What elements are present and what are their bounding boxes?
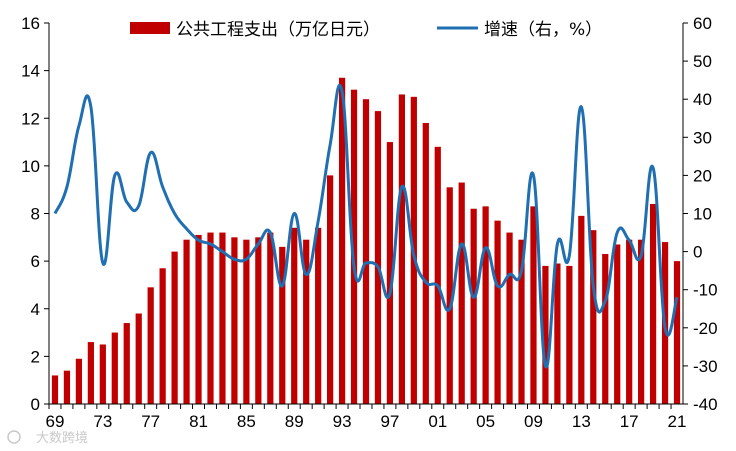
bar-1993 [338,77,346,405]
x-tick-label: 21 [668,412,687,431]
right-tick-label: 60 [693,14,712,33]
bar-1982 [207,232,214,404]
bar-2016 [614,244,621,404]
watermark-logo-icon [7,430,21,444]
bar-1986 [255,237,262,404]
x-tick-label: 13 [572,412,591,431]
x-tick-label: 01 [428,412,447,431]
bar-1997 [386,142,394,404]
bar-1991 [315,227,322,404]
bar-1970 [63,370,71,404]
bar-2003 [458,182,465,404]
right-tick-label: -20 [693,319,718,338]
bar-1977 [147,287,154,404]
line-series [53,83,679,369]
left-tick-label: 0 [31,395,40,414]
watermark: 大数跨境 [7,430,88,446]
bar-1972 [87,342,94,404]
x-axis-ticks: 69 73 77 81 85 89 93 97 01 05 09 13 17 21 [46,404,687,431]
bar-2019 [649,203,657,404]
bar-1969 [51,375,59,404]
left-tick-label: 10 [21,157,40,176]
x-tick-label: 09 [524,412,543,431]
x-tick-label: 97 [380,412,399,431]
bar-series [51,77,681,405]
right-tick-label: 10 [693,205,712,224]
right-tick-label: 50 [693,52,712,71]
bar-1973 [99,344,106,404]
bar-1995 [362,99,370,404]
bar-1996 [374,111,382,405]
bar-2021 [673,261,681,405]
bar-1980 [183,239,190,404]
bar-1998 [398,94,405,404]
x-tick-label: 77 [141,412,160,431]
legend-bar-label: 公共工程支出（万亿日元） [176,20,380,40]
bar-1984 [231,237,238,404]
bar-1978 [159,268,166,404]
x-tick-label: 81 [189,412,208,431]
right-tick-label: 30 [693,128,712,147]
bar-2014 [590,230,597,404]
x-tick-label: 89 [285,412,304,431]
bar-2011 [554,263,561,404]
bar-1990 [303,239,310,404]
right-tick-label: -30 [693,357,718,376]
bar-2002 [446,187,453,404]
bar-1983 [219,232,226,404]
bar-1974 [111,332,118,404]
x-tick-label: 85 [237,412,256,431]
watermark-text: 大数跨境 [36,431,88,446]
bar-2004 [470,208,477,404]
left-tick-label: 16 [21,14,40,33]
right-tick-label: -10 [693,281,718,300]
right-tick-label: -40 [693,395,718,414]
bar-1985 [243,239,250,404]
bar-2009 [530,206,537,404]
right-tick-label: 20 [693,166,712,185]
right-tick-label: 40 [693,90,712,109]
bar-1988 [279,246,286,404]
left-y-axis-ticks: 0 2 4 6 8 10 12 14 16 [21,14,49,414]
left-tick-label: 2 [31,347,40,366]
x-tick-label: 05 [476,412,495,431]
bar-1981 [195,234,202,404]
growth-line [53,83,679,369]
bar-2008 [518,239,525,404]
bar-2010 [542,265,549,404]
x-tick-label: 17 [620,412,639,431]
x-tick-label: 73 [93,412,112,431]
legend-bar-swatch [130,22,170,34]
right-y-axis-ticks: -40 -30 -20 -10 0 10 20 30 40 50 60 [683,14,718,414]
x-tick-label: 69 [46,412,65,431]
bar-2005 [482,206,489,404]
left-tick-label: 4 [31,300,40,319]
bar-2001 [434,146,441,404]
right-tick-label: 0 [693,243,702,262]
bar-1976 [135,313,142,404]
bar-2015 [602,253,609,404]
bar-2018 [638,239,645,404]
bar-2017 [626,239,633,404]
bar-1971 [75,358,83,404]
left-tick-label: 6 [31,252,40,271]
left-tick-label: 12 [21,109,40,128]
bar-2006 [494,220,501,404]
bar-1994 [350,89,358,405]
bar-2007 [506,232,513,404]
left-tick-label: 8 [31,205,40,224]
legend-line-label: 增速（右，%） [484,20,602,40]
bar-1975 [123,323,130,404]
bar-1989 [291,227,298,404]
x-tick-label: 93 [333,412,352,431]
bar-1992 [327,175,334,404]
bar-2000 [422,123,429,404]
bar-2013 [578,215,585,404]
bar-1987 [267,232,274,404]
legend: 公共工程支出（万亿日元） 增速（右，%） [130,20,602,40]
left-tick-label: 14 [21,62,40,81]
bar-1979 [171,251,178,404]
bar-2012 [566,265,573,404]
